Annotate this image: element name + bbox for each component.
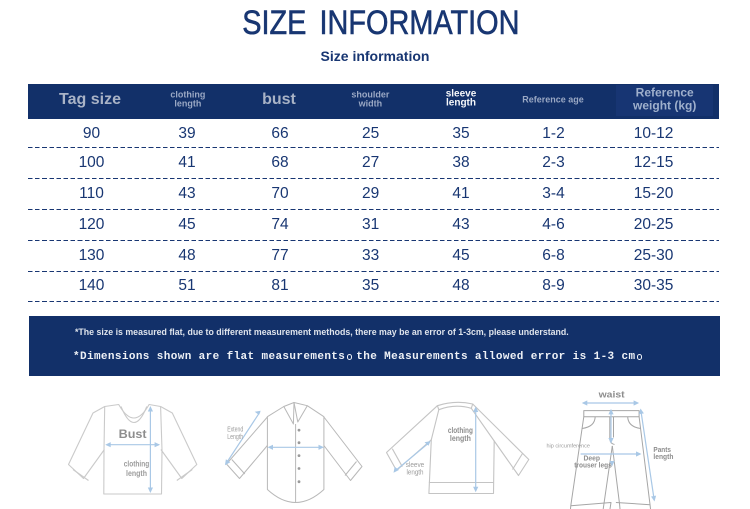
svg-text:Length: Length [227, 434, 243, 441]
svg-text:waist: waist [598, 390, 626, 401]
svg-text:length: length [450, 433, 471, 443]
svg-text:trouser legs: trouser legs [574, 462, 612, 469]
svg-text:Pants: Pants [653, 445, 671, 454]
svg-text:hip circumference: hip circumference [547, 443, 590, 449]
svg-text:clothing: clothing [448, 425, 473, 435]
svg-text:length: length [126, 469, 147, 478]
svg-text:Deep: Deep [584, 455, 601, 462]
svg-text:length: length [407, 467, 424, 476]
svg-text:sleeve: sleeve [406, 460, 425, 469]
svg-text:clothing: clothing [124, 460, 150, 469]
svg-text:length: length [653, 452, 673, 461]
svg-text:Extend: Extend [227, 427, 243, 434]
svg-text:Bust: Bust [119, 429, 147, 441]
